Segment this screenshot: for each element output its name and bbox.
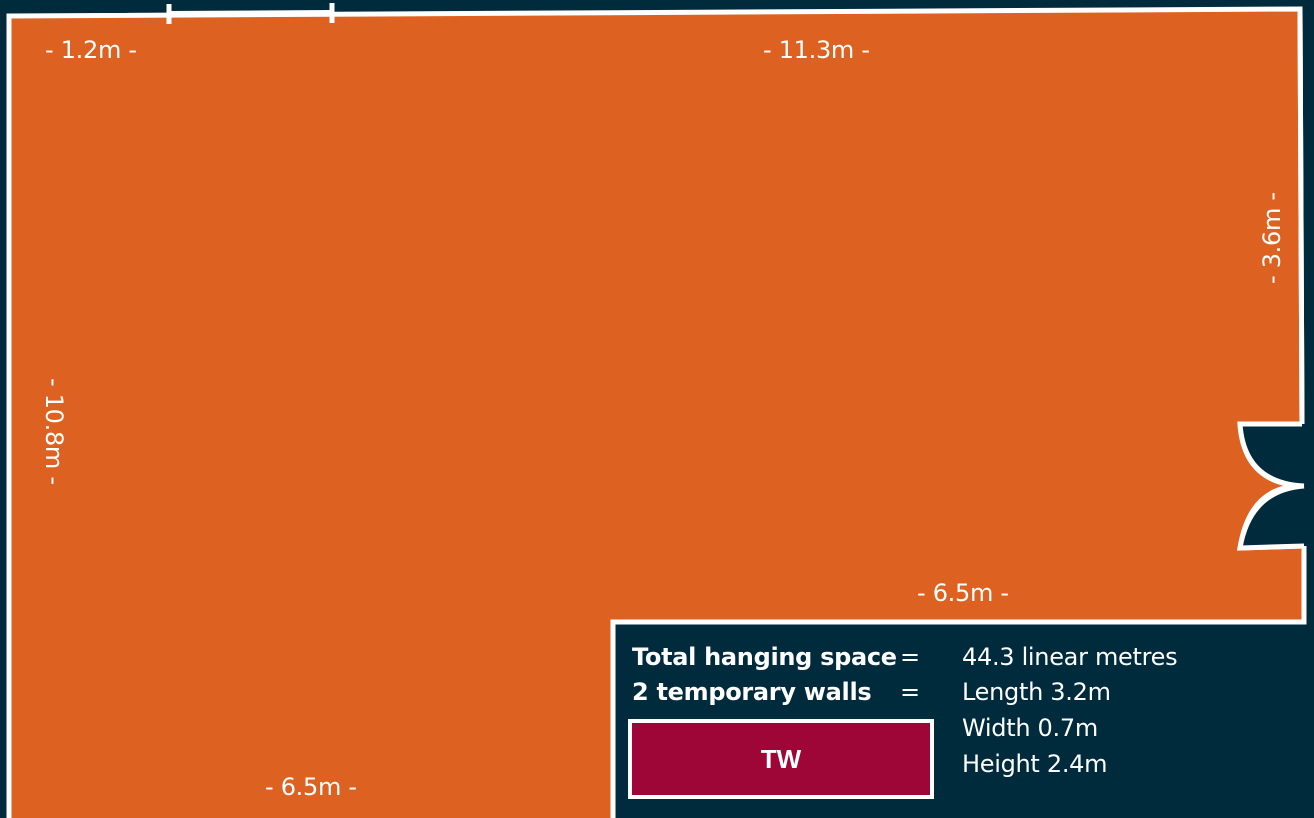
top-opening-segment xyxy=(168,10,333,17)
temporary-walls-label: 2 temporary walls xyxy=(632,678,872,706)
total-hanging-space-label: Total hanging space xyxy=(632,643,897,671)
dimension-right-upper-wall: - 3.6m - xyxy=(1258,192,1286,284)
temporary-wall-legend-label: TW xyxy=(760,743,802,774)
door-swing-lower xyxy=(1237,483,1305,551)
temporary-walls-width: Width 0.7m xyxy=(962,714,1098,742)
dimension-top-left-segment: - 1.2m - xyxy=(45,36,137,64)
total-hanging-space-value: 44.3 linear metres xyxy=(962,643,1178,671)
dimension-left-wall: - 10.8m - xyxy=(40,378,68,485)
temporary-wall-legend-symbol: TW xyxy=(628,719,934,799)
temporary-walls-height: Height 2.4m xyxy=(962,750,1108,778)
dimension-top-wall: - 11.3m - xyxy=(763,36,870,64)
door-opening xyxy=(1240,424,1314,548)
temporary-walls-equals-sign: = xyxy=(900,678,920,706)
door-swing-upper xyxy=(1237,423,1305,489)
temporary-walls-length: Length 3.2m xyxy=(962,678,1111,706)
dimension-bottom-wall: - 6.5m - xyxy=(265,773,357,801)
total-equals-sign: = xyxy=(900,643,920,671)
dimension-inner-step-wall: - 6.5m - xyxy=(917,579,1009,607)
wall-right-upper xyxy=(1297,8,1305,425)
